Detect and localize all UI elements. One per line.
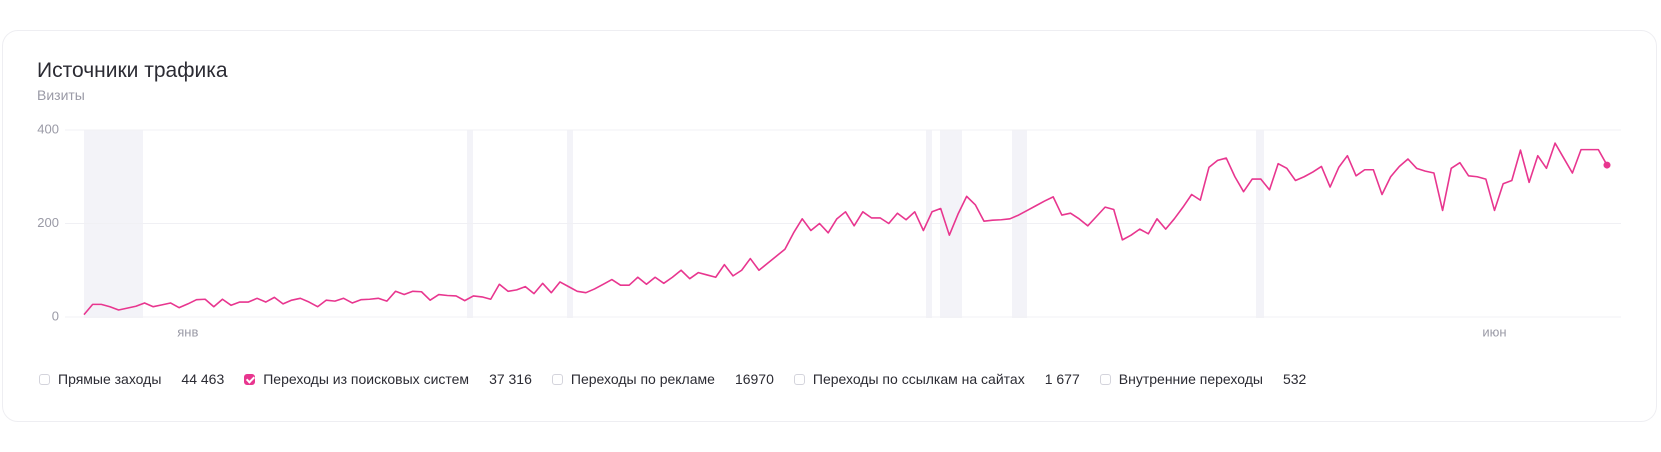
legend-checkbox[interactable] [551, 373, 563, 385]
legend-label: Прямые заходы [58, 371, 162, 387]
legend-total: 1 677 [1044, 371, 1080, 387]
chart-title: Источники трафика [37, 59, 228, 82]
legend-label: Переходы по ссылкам на сайтах [812, 371, 1025, 387]
y-tick-label: 0 [52, 308, 59, 323]
legend-item[interactable]: Переходы из поисковых систем 37 316 [244, 371, 532, 387]
x-tick-label: янв [177, 324, 198, 339]
series-line [83, 142, 1608, 316]
legend-item[interactable]: Прямые заходы 44 463 [39, 371, 224, 387]
legend-total: 16970 [734, 371, 774, 387]
y-tick-label: 200 [37, 215, 59, 230]
legend-total: 532 [1282, 371, 1307, 387]
legend-item[interactable]: Внутренние переходы 532 [1099, 371, 1307, 387]
legend-item[interactable]: Переходы по ссылкам на сайтах 1 677 [793, 371, 1080, 387]
chart: 0 200 400 янв июн [37, 121, 1621, 339]
traffic-card: Источники трафика Визиты 0 200 400 янв июн П… [2, 30, 1657, 422]
legend-checkbox[interactable] [244, 373, 256, 385]
legend-checkbox[interactable] [1099, 373, 1111, 385]
legend-label: Переходы из поисковых систем [263, 371, 470, 387]
legend-label: Переходы по рекламе [570, 371, 715, 387]
legend: Прямые заходы 44 463 Переходы из поисковых… [39, 371, 1306, 387]
legend-total: 37 316 [489, 371, 532, 387]
chart-subtitle: Визиты [37, 87, 85, 103]
legend-total: 44 463 [181, 371, 225, 387]
legend-checkbox[interactable] [793, 373, 805, 385]
legend-label: Внутренние переходы [1118, 371, 1263, 387]
legend-item[interactable]: Переходы по рекламе 16970 [551, 371, 774, 387]
y-tick-label: 400 [37, 121, 59, 136]
legend-checkbox[interactable] [39, 373, 50, 385]
last-point [1603, 161, 1611, 169]
x-tick-label: июн [1482, 324, 1506, 339]
